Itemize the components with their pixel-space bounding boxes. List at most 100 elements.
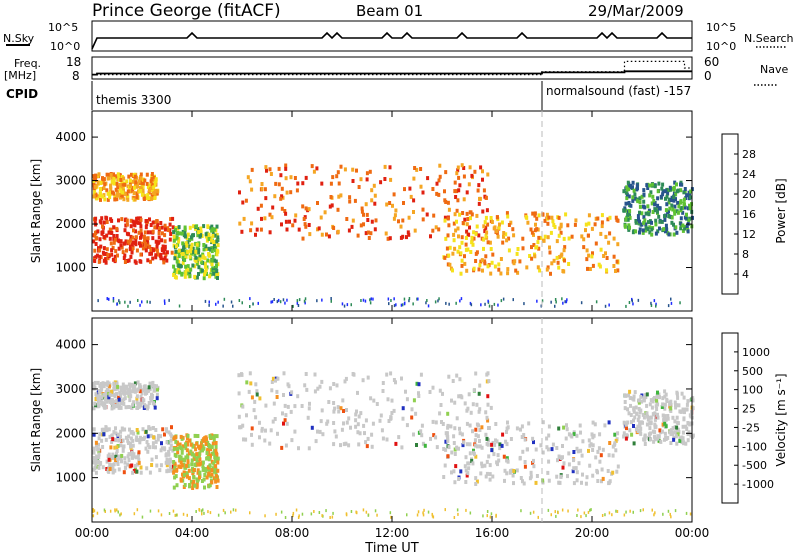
echo-cell — [336, 229, 340, 234]
noise-cell — [116, 302, 118, 306]
echo-cell — [481, 169, 484, 174]
noise-cell — [119, 513, 121, 517]
echo-cell — [562, 269, 566, 274]
echo-cell — [472, 230, 476, 235]
echo-cell — [133, 259, 137, 264]
freq-label: Freq. — [14, 57, 41, 70]
echo-cell — [172, 447, 176, 452]
echo-cell — [490, 260, 494, 265]
echo-cell — [188, 270, 192, 275]
echo-cell — [481, 209, 485, 214]
colorbar-tick-label: 1000 — [742, 346, 770, 359]
echo-cell — [190, 462, 194, 467]
echo-cell — [463, 217, 467, 222]
echo-cell — [135, 394, 139, 399]
echo-cell — [662, 227, 666, 232]
y-tick-label: 3000 — [55, 382, 86, 396]
noise-cell — [374, 509, 377, 513]
echo-cell — [354, 412, 358, 417]
echo-cell — [153, 386, 156, 391]
echo-cell — [246, 175, 250, 180]
echo-cell — [103, 197, 107, 202]
echo-cell — [443, 463, 447, 468]
echo-cell — [137, 450, 141, 455]
echo-cell — [596, 449, 600, 454]
echo-cell — [204, 244, 208, 249]
echo-cell — [655, 395, 659, 400]
echo-cell — [578, 423, 582, 428]
echo-cell — [95, 454, 99, 459]
noise-cell — [561, 508, 564, 512]
noise-cell — [557, 511, 559, 515]
echo-cell — [216, 456, 220, 461]
echo-cell — [153, 402, 156, 407]
echo-cell — [306, 415, 310, 420]
echo-cell — [567, 236, 571, 241]
echo-cell — [274, 378, 277, 383]
echo-cell — [470, 173, 474, 178]
echo-cell — [192, 453, 196, 458]
echo-cell — [115, 445, 119, 450]
echo-cell — [240, 229, 244, 234]
echo-cell — [434, 420, 438, 425]
echo-cell — [115, 451, 118, 456]
echo-cell — [532, 232, 535, 237]
echo-cell — [154, 255, 158, 260]
echo-cell — [115, 234, 119, 238]
echo-cell — [313, 389, 317, 394]
echo-cell — [195, 477, 199, 482]
echo-cell — [110, 434, 114, 439]
echo-cell — [186, 455, 190, 460]
echo-cell — [669, 406, 673, 411]
echo-cell — [660, 429, 664, 434]
echo-cell — [202, 224, 206, 229]
echo-cell — [442, 447, 446, 451]
echo-cell — [673, 211, 677, 216]
echo-cell — [97, 465, 101, 470]
echo-cell — [179, 446, 183, 451]
echo-cell — [211, 233, 215, 238]
echo-cell — [249, 228, 253, 233]
echo-cell — [481, 268, 484, 273]
echo-cell — [629, 403, 632, 408]
noise-cell — [469, 301, 472, 305]
echo-cell — [130, 463, 134, 468]
noise-cell — [232, 304, 234, 308]
echo-cell — [264, 403, 268, 408]
echo-cell — [474, 482, 478, 486]
noise-cell — [92, 508, 94, 512]
noise-cell — [129, 300, 131, 304]
echo-cell — [607, 240, 611, 245]
echo-cell — [681, 430, 685, 435]
echo-cell — [135, 248, 139, 253]
echo-cell — [475, 224, 479, 229]
echo-cell — [567, 462, 571, 467]
echo-cell — [194, 241, 198, 246]
echo-cell — [92, 194, 96, 199]
echo-cell — [465, 211, 469, 216]
noise-cell — [670, 297, 672, 301]
noise-cell — [489, 515, 492, 519]
echo-cell — [163, 223, 167, 228]
echo-cell — [370, 432, 374, 437]
echo-cell — [653, 202, 657, 207]
echo-cell — [674, 434, 678, 439]
echo-cell — [163, 239, 167, 244]
noise-cell — [655, 304, 657, 308]
noise-cell — [417, 297, 419, 301]
echo-cell — [637, 398, 641, 403]
echo-cell — [113, 468, 117, 473]
echo-cell — [140, 391, 144, 396]
echo-cell — [152, 175, 156, 180]
echo-cell — [93, 466, 97, 470]
echo-cell — [110, 467, 114, 472]
echo-cell — [119, 443, 123, 448]
echo-cell — [572, 481, 576, 486]
echo-cell — [546, 221, 550, 226]
echo-cell — [459, 251, 463, 256]
echo-cell — [654, 231, 658, 236]
echo-cell — [417, 394, 421, 398]
echo-cell — [523, 464, 527, 469]
echo-cell — [141, 190, 145, 195]
echo-cell — [119, 239, 123, 244]
